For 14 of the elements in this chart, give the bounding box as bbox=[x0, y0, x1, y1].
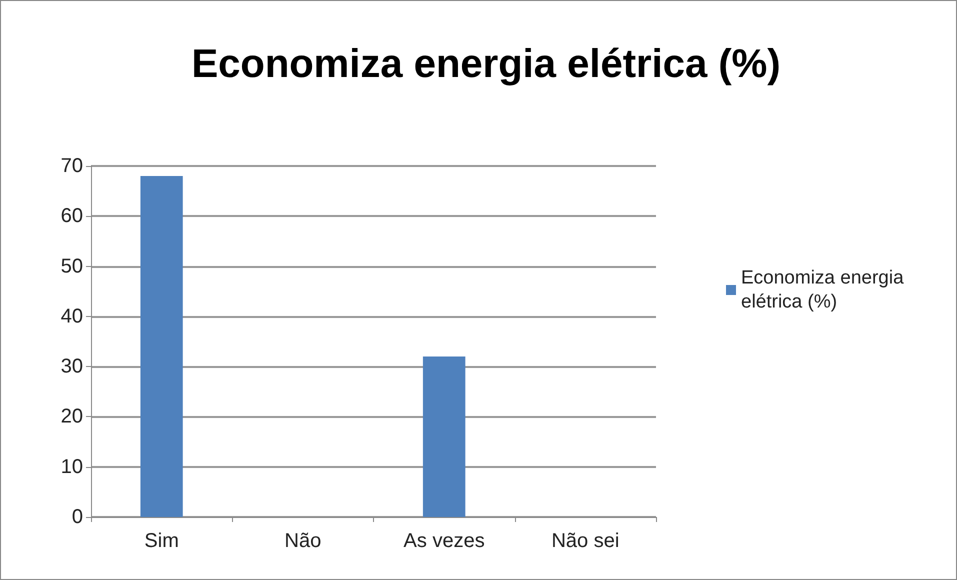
y-tick-label: 70 bbox=[60, 155, 83, 177]
y-tick-label: 20 bbox=[60, 406, 83, 428]
x-tick-label: Não sei bbox=[551, 530, 620, 552]
y-tick-label: 0 bbox=[72, 506, 83, 528]
y-tick-label: 40 bbox=[60, 305, 83, 328]
x-tick-label: As vezes bbox=[404, 530, 485, 552]
x-tick-label: Sim bbox=[144, 530, 179, 552]
y-tick-label: 50 bbox=[60, 255, 83, 278]
y-tick-label: 60 bbox=[60, 205, 83, 228]
x-tick-label: Não bbox=[284, 530, 322, 552]
chart-title: Economiza energia elétrica (%) bbox=[191, 42, 781, 86]
y-tick-label: 10 bbox=[60, 456, 83, 478]
y-tick-label: 30 bbox=[60, 356, 83, 378]
legend-label: Economiza energia elétrica (%) bbox=[741, 268, 909, 312]
